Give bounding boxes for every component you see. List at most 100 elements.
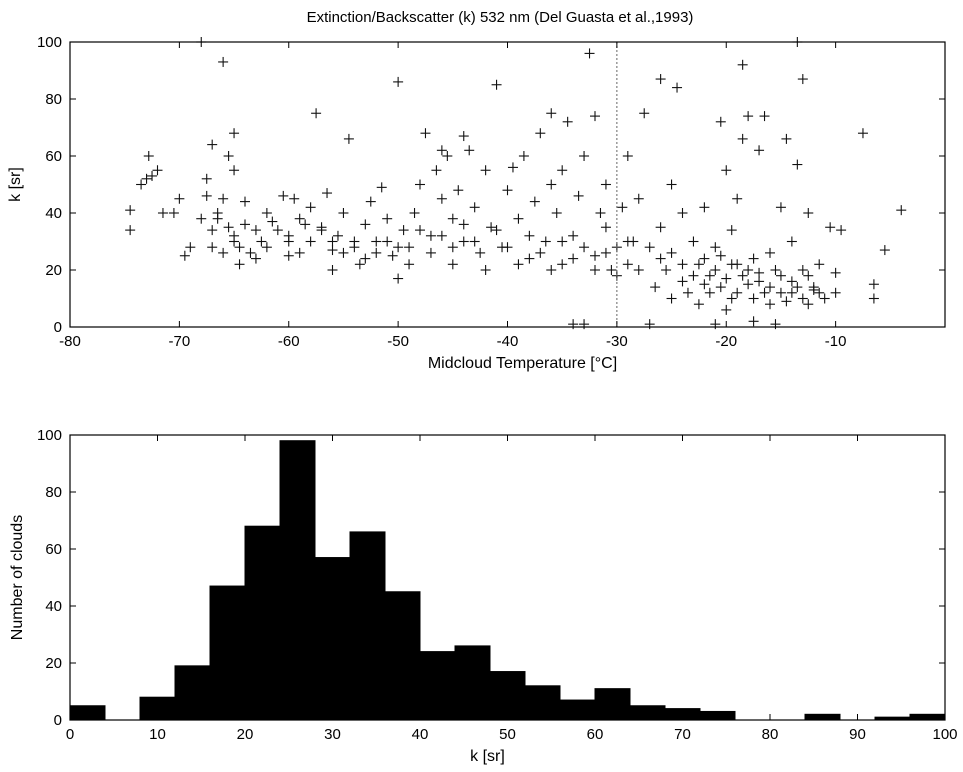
scatter-point (327, 245, 338, 256)
scatter-point (786, 287, 797, 298)
scatter-point (327, 236, 338, 247)
scatter-point (797, 74, 808, 85)
scatter-point (568, 319, 579, 330)
scatter-point (480, 165, 491, 176)
scatter-point (425, 247, 436, 258)
histogram-bar (174, 665, 211, 721)
scatter-point (332, 230, 343, 241)
scatter-point (141, 173, 152, 184)
scatter-point (436, 193, 447, 204)
scatter-point (420, 128, 431, 139)
scatter-point (491, 225, 502, 236)
histogram-x-tick-label: 50 (499, 726, 516, 743)
scatter-point (617, 202, 628, 213)
scatter-point (710, 319, 721, 330)
scatter-point (229, 128, 240, 139)
scatter-x-tick-label: -50 (387, 333, 409, 350)
scatter-point (715, 250, 726, 261)
scatter-point (721, 273, 732, 284)
scatter-point (754, 145, 765, 156)
scatter-point (360, 219, 371, 230)
scatter-plot-title: Extinction/Backscatter (k) 532 nm (Del G… (307, 9, 694, 26)
scatter-point (622, 236, 633, 247)
histogram-y-tick-label: 100 (37, 427, 62, 444)
histogram-bar (314, 557, 351, 721)
scatter-point (759, 111, 770, 122)
scatter-y-axis-label: k [sr] (7, 167, 24, 202)
scatter-point (360, 253, 371, 264)
scatter-point (371, 236, 382, 247)
scatter-point (726, 225, 737, 236)
histogram-bar (804, 713, 841, 721)
scatter-point (518, 151, 529, 161)
histogram-bar (244, 525, 281, 721)
scatter-point (425, 230, 436, 241)
scatter-point (404, 242, 415, 253)
scatter-point (283, 230, 294, 241)
scatter-point (661, 265, 672, 275)
scatter-point (748, 316, 759, 327)
scatter-point (398, 225, 409, 236)
scatter-point (535, 247, 546, 258)
scatter-point (759, 287, 770, 298)
scatter-point (595, 208, 606, 218)
scatter-point (442, 151, 453, 161)
scatter-point (857, 128, 868, 139)
scatter-point (250, 225, 261, 236)
scatter-point (393, 76, 404, 87)
histogram-x-tick-label: 0 (66, 726, 74, 743)
scatter-point (387, 250, 398, 261)
scatter-point (316, 225, 327, 236)
histogram-x-tick-label: 80 (762, 726, 779, 743)
scatter-point (212, 213, 223, 224)
histogram-x-tick-label: 10 (149, 726, 166, 743)
scatter-point (305, 202, 316, 213)
scatter-point (278, 190, 289, 201)
scatter-point (147, 170, 158, 181)
scatter-point (693, 259, 704, 270)
histogram-bar (454, 645, 491, 721)
scatter-point (743, 111, 754, 122)
scatter-point (168, 208, 179, 218)
scatter-point (371, 247, 382, 258)
scatter-point (289, 193, 300, 204)
scatter-point (152, 165, 163, 176)
scatter-point (814, 287, 825, 298)
scatter-point (469, 236, 480, 247)
scatter-point (748, 293, 759, 304)
histogram-bar (559, 699, 596, 721)
scatter-point (666, 247, 677, 258)
histogram-x-tick-label: 20 (237, 726, 254, 743)
scatter-point (300, 219, 311, 230)
scatter-y-tick-label: 40 (45, 205, 62, 222)
scatter-point (546, 179, 557, 190)
scatter-x-ticks: -80 -70 -60 -50 -40 -30 -20 -10 (59, 42, 846, 350)
histogram-y-ticks: 0 20 40 60 80 100 (37, 427, 945, 729)
scatter-point (590, 265, 600, 275)
scatter-plot: Extinction/Backscatter (k) 532 nm (Del G… (7, 9, 946, 372)
scatter-point (529, 196, 540, 207)
scatter-point (868, 293, 879, 304)
histogram-x-tick-label: 60 (587, 726, 604, 743)
scatter-point (600, 179, 611, 190)
scatter-point (743, 265, 754, 275)
scatter-point (803, 270, 814, 281)
scatter-point (781, 296, 792, 307)
scatter-point (743, 279, 754, 290)
scatter-point (469, 202, 480, 213)
histogram-bar (524, 685, 561, 721)
scatter-point (475, 247, 486, 258)
scatter-point (453, 185, 464, 196)
scatter-point (125, 205, 136, 216)
scatter-point (125, 225, 136, 236)
histogram-x-tick-label: 100 (932, 726, 957, 743)
histogram-bar (279, 440, 316, 721)
scatter-point (579, 151, 590, 161)
scatter-point (415, 179, 425, 190)
scatter-x-tick-label: -70 (169, 333, 191, 350)
scatter-point (808, 284, 819, 295)
scatter-point (382, 213, 393, 224)
scatter-point (354, 259, 365, 270)
scatter-point (672, 82, 683, 93)
